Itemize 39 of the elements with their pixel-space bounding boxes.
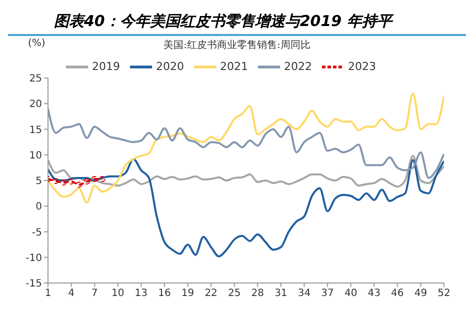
y-tick-label: 10 [29, 150, 42, 162]
y-tick-label: -10 [26, 252, 42, 264]
x-tick-label: 28 [251, 288, 264, 300]
x-tick-label: 46 [391, 288, 404, 300]
x-tick-label: 34 [298, 288, 311, 300]
y-tick-label: 20 [29, 99, 42, 110]
x-tick-label: 43 [368, 288, 380, 300]
x-tick-label: 40 [344, 288, 358, 300]
x-tick-label: 31 [274, 288, 288, 300]
x-tick-label: 1 [44, 288, 52, 300]
chart-title: 图表40：今年美国红皮书零售增速与2019 年持平 [8, 8, 466, 36]
y-axis-title: (%) [28, 38, 46, 49]
y-tick-label: 15 [29, 124, 42, 136]
x-tick-label: 37 [321, 288, 334, 300]
x-tick-label: 22 [204, 288, 218, 300]
legend-label: 2021 [220, 60, 248, 74]
x-tick-label: 19 [181, 288, 194, 300]
y-tick-label: -5 [32, 227, 42, 238]
x-tick-label: 49 [414, 288, 428, 300]
chart-subtitle: 美国:红皮书商业零售销售:周同比 [164, 40, 310, 51]
legend-label: 2019 [92, 60, 120, 74]
legend-label: 2023 [348, 60, 376, 74]
y-tick-label: 25 [29, 74, 42, 85]
x-tick-label: 7 [91, 288, 98, 300]
x-tick-label: 16 [158, 288, 171, 300]
y-tick-label: 5 [36, 176, 42, 188]
line-series [48, 108, 444, 179]
x-tick-label: 13 [134, 288, 148, 300]
line-series [48, 154, 444, 188]
x-tick-label: 4 [68, 288, 74, 300]
line-series [48, 158, 444, 258]
x-tick-label: 25 [228, 288, 241, 300]
x-tick-label: 52 [438, 288, 450, 300]
y-tick-label: -15 [26, 278, 42, 290]
x-tick-label: 10 [112, 288, 124, 300]
legend-label: 2022 [284, 60, 312, 74]
legend-label: 2020 [156, 60, 184, 74]
line-series [48, 92, 444, 204]
y-tick-label: 0 [36, 202, 42, 213]
